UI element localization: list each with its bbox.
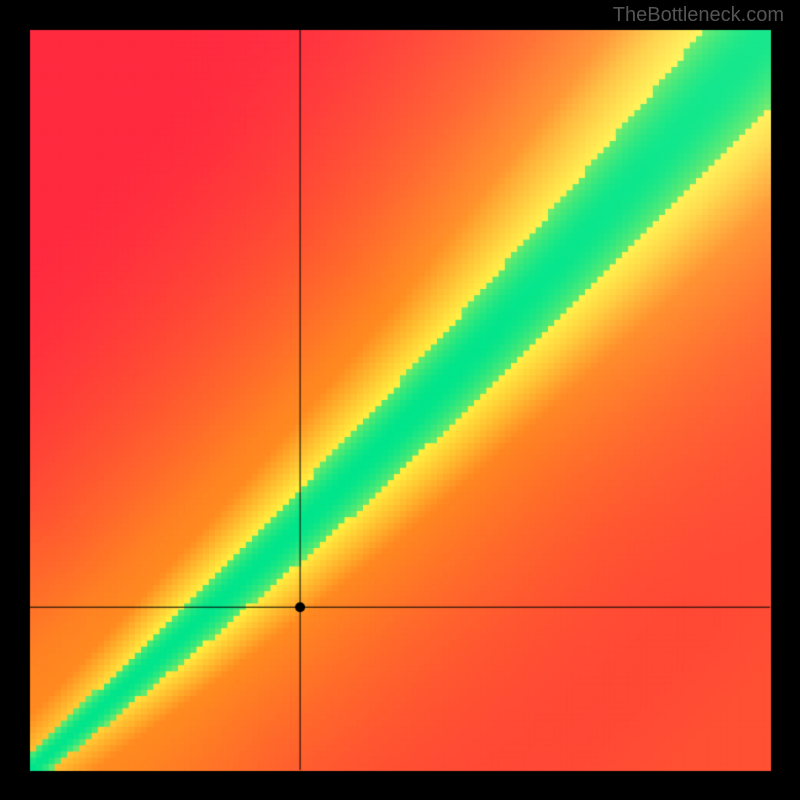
watermark-text: TheBottleneck.com (613, 4, 784, 27)
chart-container: TheBottleneck.com (0, 0, 800, 800)
bottleneck-heatmap (0, 0, 800, 800)
